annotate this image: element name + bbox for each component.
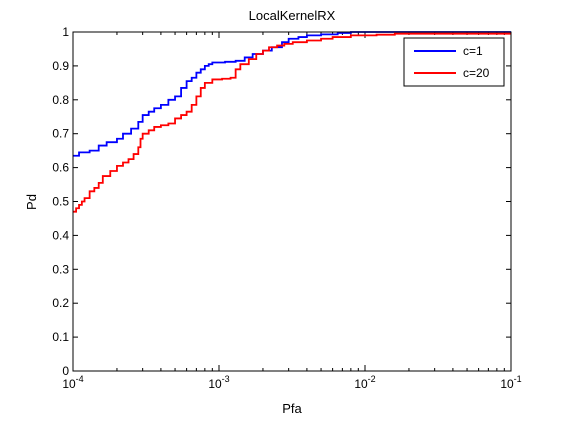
y-axis-title: Pd: [24, 194, 39, 210]
series-line-c-20: [73, 32, 511, 213]
y-tick-label: 0.6: [52, 161, 69, 175]
y-tick-label: 0.9: [52, 59, 69, 73]
x-tick-label: 10-3: [208, 374, 229, 391]
y-tick-label: 0.2: [52, 296, 69, 310]
x-tick-label: 10-2: [354, 374, 375, 391]
legend: c=1 c=20: [403, 37, 505, 87]
plot-area: [73, 32, 511, 371]
legend-label-c-20: c=20: [463, 66, 490, 80]
y-tick-label: 1: [62, 25, 69, 39]
y-tick-label: 0.4: [52, 228, 69, 242]
x-tick-label: 10-1: [500, 374, 521, 391]
series-layer: [73, 31, 511, 213]
legend-label-c-1: c=1: [463, 44, 483, 58]
chart-title: LocalKernelRX: [249, 8, 336, 23]
y-tick-label: 0.7: [52, 127, 69, 141]
y-tick-label: 0.8: [52, 93, 69, 107]
y-tick-label: 0.1: [52, 330, 69, 344]
y-tick-label: 0.5: [52, 195, 69, 209]
plot-frame: [72, 31, 512, 372]
y-tick-label: 0: [62, 364, 69, 378]
ticks: 0 0.1 0.2 0.3 0.4 0.5 0.6 0.7 0.8 0.9 1 10-4 10-3 10-…: [52, 25, 521, 391]
x-axis-title: Pfa: [282, 401, 302, 416]
y-tick-label: 0.3: [52, 262, 69, 276]
x-tick-label: 10-4: [62, 374, 83, 391]
legend-box: [403, 37, 505, 87]
series-line-c-1: [73, 31, 511, 157]
